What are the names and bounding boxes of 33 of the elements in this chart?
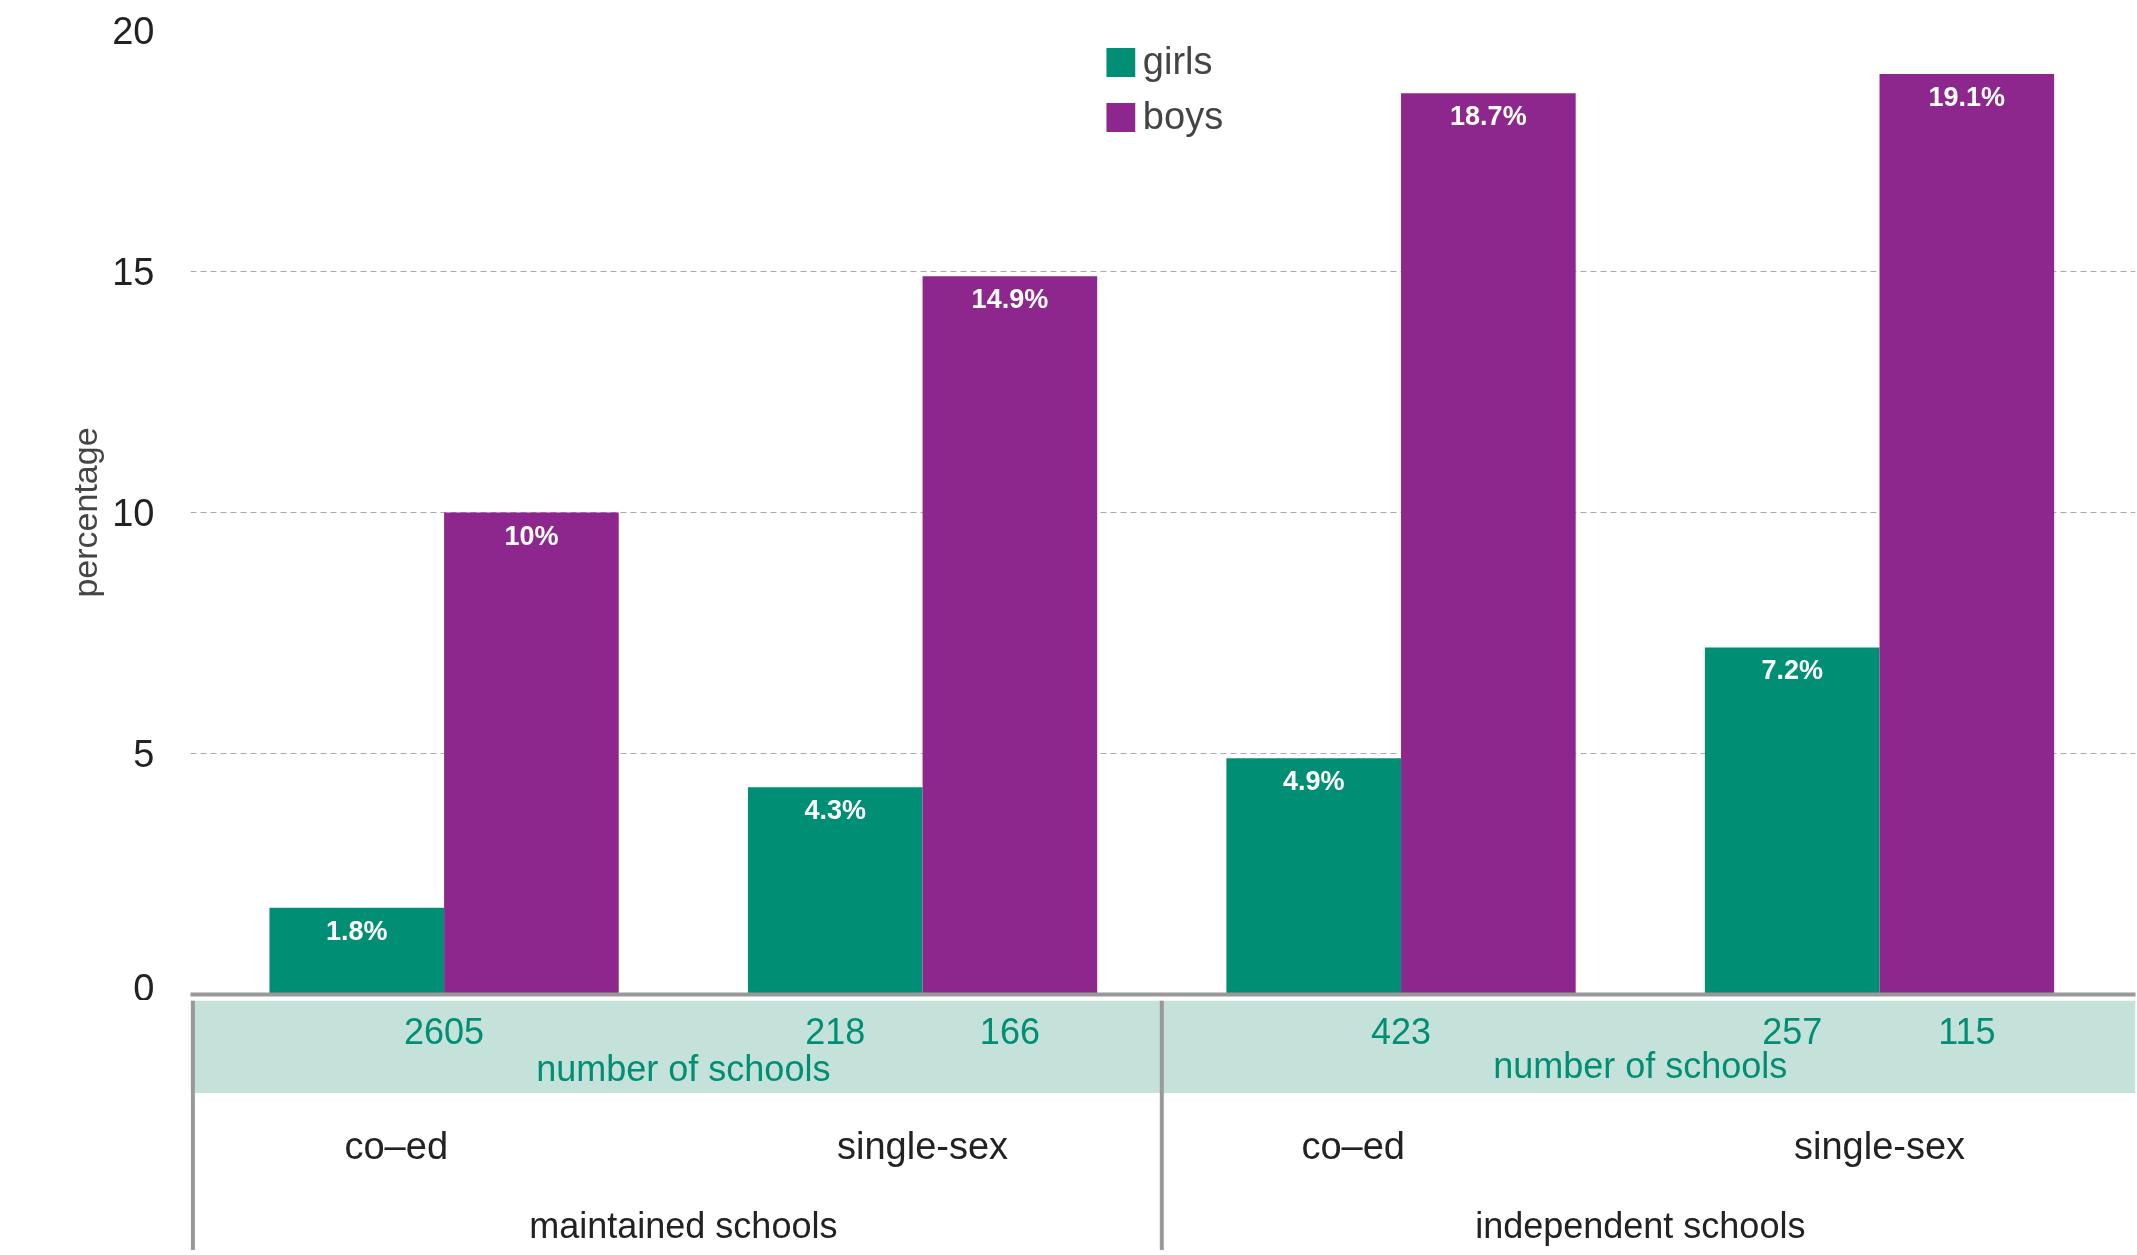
bar bbox=[269, 907, 445, 995]
bar bbox=[444, 512, 619, 995]
data-label: 18.7% bbox=[1450, 101, 1527, 132]
bar bbox=[1226, 758, 1402, 995]
x-tick-label: single-sex bbox=[837, 1124, 1009, 1167]
text: 115 bbox=[1938, 1010, 1996, 1052]
bar bbox=[1704, 647, 1880, 995]
text: maintained schools bbox=[529, 1205, 838, 1246]
y-tick-label: 20 bbox=[112, 10, 155, 52]
y-tick-label: 10 bbox=[112, 492, 155, 534]
data-label: 7.2% bbox=[1761, 655, 1823, 686]
bar bbox=[922, 276, 1098, 995]
bar bbox=[1401, 93, 1576, 995]
x-tick-label: single-sex bbox=[1793, 1124, 1966, 1167]
data-label: 14.9% bbox=[971, 284, 1049, 315]
data-label: 4.9% bbox=[1282, 766, 1345, 797]
bar bbox=[747, 787, 923, 995]
text: 166 bbox=[979, 1010, 1040, 1052]
bar bbox=[1879, 73, 2055, 995]
y-tick-label: 5 bbox=[133, 733, 155, 775]
legend-label: boys bbox=[1142, 95, 1224, 138]
legend-label: girls bbox=[1142, 40, 1213, 83]
data-label: 4.3% bbox=[804, 795, 867, 826]
y-tick-label: 15 bbox=[112, 251, 155, 293]
data-label: 19.1% bbox=[1928, 81, 2006, 112]
text: independent schools bbox=[1475, 1205, 1806, 1246]
data-label: 1.8% bbox=[326, 915, 388, 946]
text: 2605 bbox=[404, 1010, 485, 1052]
y-axis-title: percentage bbox=[66, 427, 105, 598]
text: 423 bbox=[1371, 1010, 1432, 1052]
x-tick-label: co–ed bbox=[344, 1124, 449, 1167]
data-label: 10% bbox=[504, 520, 559, 551]
x-tick-label: co–ed bbox=[1301, 1124, 1405, 1167]
